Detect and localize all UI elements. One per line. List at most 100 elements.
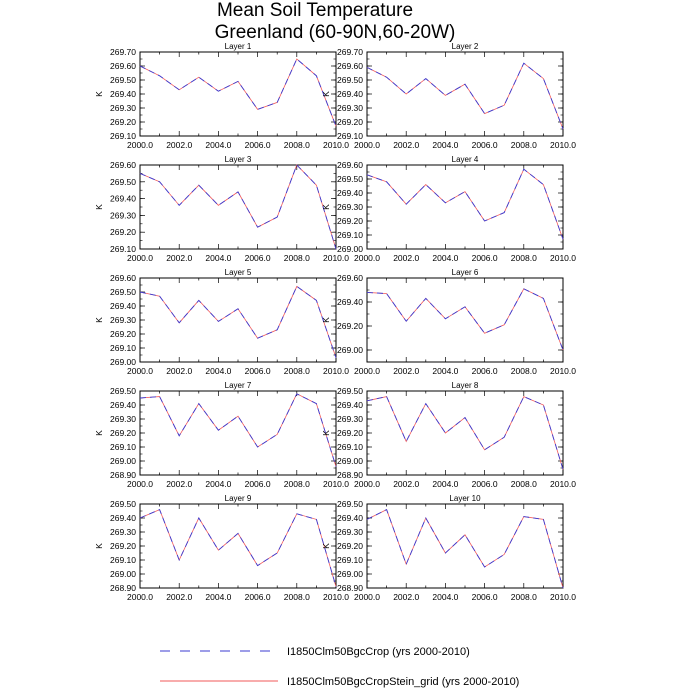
y-tick-label: 269.60: [110, 160, 136, 170]
y-tick-label: 269.40: [337, 513, 363, 523]
x-tick-label: 2004.0: [432, 253, 458, 263]
y-tick-label: 269.40: [337, 297, 363, 307]
y-tick-label: 269.60: [337, 61, 363, 71]
series-line-2: [366, 168, 564, 240]
y-tick-label: 269.20: [337, 117, 363, 127]
y-axis-label: K: [321, 204, 331, 210]
y-tick-label: 268.90: [337, 583, 363, 593]
x-tick-label: 2006.0: [472, 592, 498, 602]
figure-subtitle: Greenland (60-90N,60-20W): [215, 22, 456, 43]
x-tick-label: 2006.0: [472, 140, 498, 150]
x-tick-label: 2004.0: [205, 140, 231, 150]
x-tick-label: 2010.0: [323, 253, 349, 263]
plot-frame: [139, 277, 337, 363]
x-tick-label: 2004.0: [432, 366, 458, 376]
x-tick-label: 2006.0: [472, 366, 498, 376]
y-tick-label: 269.30: [110, 210, 136, 220]
panel-layer-9: Layer 9 K 2000.0 2002.0 2004.0 2006.0 2008.0 20…: [94, 494, 349, 602]
y-tick-label: 268.90: [110, 583, 136, 593]
y-tick-label: 269.00: [337, 456, 363, 466]
y-tick-label: 269.60: [337, 160, 363, 170]
panel-layer-8: Layer 8 K 2000.0 2002.0 2004.0 2006.0 2008.0 20…: [321, 381, 576, 489]
y-tick-label: 269.20: [337, 321, 363, 331]
x-tick-label: 2008.0: [284, 592, 310, 602]
y-tick-label: 269.10: [337, 555, 363, 565]
x-tick-label: 2004.0: [205, 253, 231, 263]
y-axis-label: K: [321, 91, 331, 97]
x-tick-label: 2008.0: [284, 479, 310, 489]
y-tick-label: 269.60: [110, 61, 136, 71]
x-tick-label: 2010.0: [323, 592, 349, 602]
panel-layer-10: Layer 10 K 2000.0 2002.0 2004.0 2006.0 2008.0 2…: [321, 494, 576, 602]
y-axis-label: K: [94, 543, 104, 549]
series-line-1: [139, 285, 337, 358]
y-tick-label: 269.00: [337, 569, 363, 579]
x-tick-label: 2004.0: [205, 592, 231, 602]
y-axis-label: K: [321, 317, 331, 323]
panel-layer-6: Layer 6 K 2000.0 2002.0 2004.0 2006.0 2008.0 20…: [321, 268, 576, 376]
x-tick-label: 2006.0: [472, 479, 498, 489]
y-tick-label: 269.70: [337, 47, 363, 57]
series-line-2: [366, 509, 564, 589]
y-tick-label: 269.20: [110, 227, 136, 237]
y-tick-label: 269.50: [337, 499, 363, 509]
y-tick-label: 269.40: [337, 400, 363, 410]
x-tick-label: 2006.0: [472, 253, 498, 263]
y-tick-label: 269.20: [337, 216, 363, 226]
x-tick-label: 2004.0: [432, 479, 458, 489]
y-tick-label: 269.10: [337, 442, 363, 452]
y-tick-label: 269.00: [337, 345, 363, 355]
y-axis-label: K: [321, 430, 331, 436]
y-tick-label: 269.00: [110, 456, 136, 466]
x-tick-label: 2010.0: [323, 140, 349, 150]
y-tick-label: 269.30: [337, 527, 363, 537]
panel-title: Layer 10: [449, 494, 481, 503]
x-tick-label: 2004.0: [432, 592, 458, 602]
y-tick-label: 269.30: [110, 527, 136, 537]
x-tick-label: 2000.0: [127, 479, 153, 489]
panels: Layer 1 K 2000.0 2002.0 2004.0 2006.0 2008.0 20…: [94, 42, 576, 602]
panel-layer-5: Layer 5 K 2000.0 2002.0 2004.0 2006.0 2008.0 20…: [94, 268, 349, 376]
y-tick-label: 269.10: [110, 555, 136, 565]
panel-title: Layer 9: [225, 494, 252, 503]
y-tick-label: 269.10: [337, 230, 363, 240]
y-tick-label: 269.50: [337, 75, 363, 85]
x-tick-label: 2000.0: [354, 366, 380, 376]
series-line-2: [139, 58, 337, 127]
x-tick-label: 2002.0: [166, 140, 192, 150]
y-tick-label: 269.50: [337, 174, 363, 184]
x-tick-label: 2000.0: [354, 479, 380, 489]
y-tick-label: 269.30: [337, 202, 363, 212]
series-line-2: [139, 509, 337, 587]
plot-frame: [366, 51, 564, 137]
y-tick-label: 269.20: [110, 117, 136, 127]
y-tick-label: 269.40: [110, 194, 136, 204]
y-tick-label: 269.00: [337, 244, 363, 254]
x-tick-label: 2008.0: [511, 479, 537, 489]
plot-frame: [366, 164, 564, 250]
x-tick-label: 2002.0: [166, 479, 192, 489]
series-line-2: [366, 288, 564, 351]
x-tick-label: 2000.0: [354, 592, 380, 602]
x-tick-label: 2008.0: [511, 253, 537, 263]
y-tick-label: 269.40: [110, 301, 136, 311]
x-tick-label: 2002.0: [166, 592, 192, 602]
x-tick-label: 2004.0: [432, 140, 458, 150]
x-tick-label: 2008.0: [284, 366, 310, 376]
y-tick-label: 268.90: [337, 470, 363, 480]
x-tick-label: 2006.0: [245, 253, 271, 263]
x-tick-label: 2008.0: [511, 592, 537, 602]
x-tick-label: 2002.0: [166, 253, 192, 263]
y-tick-label: 269.10: [110, 131, 136, 141]
y-tick-label: 269.50: [110, 177, 136, 187]
x-tick-label: 2000.0: [127, 253, 153, 263]
y-tick-label: 269.60: [337, 273, 363, 283]
y-tick-label: 269.30: [110, 103, 136, 113]
y-tick-label: 269.50: [110, 386, 136, 396]
y-tick-label: 269.70: [110, 47, 136, 57]
x-tick-label: 2010.0: [323, 366, 349, 376]
series-line-1: [366, 168, 564, 240]
x-tick-label: 2004.0: [205, 366, 231, 376]
x-tick-label: 2010.0: [550, 479, 576, 489]
panel-layer-1: Layer 1 K 2000.0 2002.0 2004.0 2006.0 2008.0 20…: [94, 42, 349, 150]
